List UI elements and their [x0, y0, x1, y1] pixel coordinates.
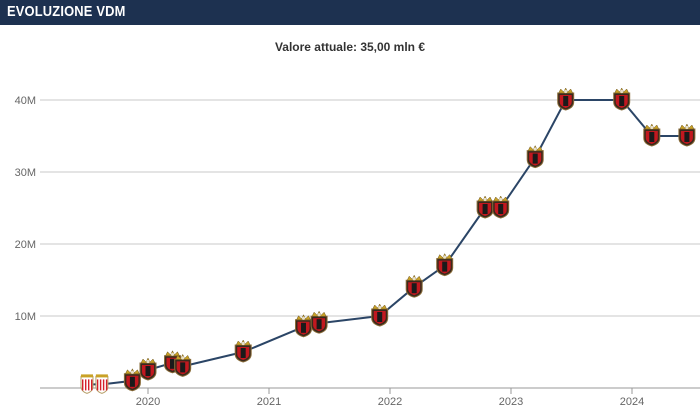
y-tick-label: 30M: [15, 167, 36, 179]
data-point-nice-crest-icon[interactable]: [643, 123, 661, 147]
data-point-nice-crest-icon[interactable]: [526, 145, 544, 169]
x-tick-label: 2020: [136, 396, 160, 408]
data-point-nice-crest-icon[interactable]: [405, 274, 423, 298]
x-tick-label: 2023: [499, 396, 523, 408]
data-point-nice-crest-icon[interactable]: [492, 195, 510, 219]
data-point-nice-crest-icon[interactable]: [174, 353, 192, 377]
data-point-nice-crest-icon[interactable]: [295, 314, 312, 338]
section-title: EVOLUZIONE VDM: [7, 3, 126, 20]
data-point-nice-crest-icon[interactable]: [476, 195, 494, 219]
data-point-nice-crest-icon[interactable]: [371, 303, 389, 327]
current-market-value: Valore attuale: 35,00 mln €: [274, 40, 426, 54]
data-point-nice-crest-icon[interactable]: [310, 310, 328, 334]
data-point-nice-crest-icon[interactable]: [678, 123, 696, 147]
data-point-nice-crest-icon[interactable]: [234, 339, 252, 363]
y-tick-label: 40M: [15, 95, 36, 107]
section-header: EVOLUZIONE VDM: [0, 0, 700, 25]
x-tick-label: 2022: [378, 396, 402, 408]
data-point-monaco-crest-icon[interactable]: [80, 374, 94, 394]
series-line: [87, 99, 687, 386]
y-tick-label: 10M: [15, 311, 36, 323]
data-point-nice-crest-icon[interactable]: [436, 253, 454, 277]
y-tick-label: 20M: [15, 239, 36, 251]
x-tick-label: 2021: [257, 396, 281, 408]
data-point-nice-crest-icon[interactable]: [123, 368, 141, 392]
data-point-nice-crest-icon[interactable]: [613, 87, 631, 111]
data-point-nice-crest-icon[interactable]: [139, 357, 157, 381]
data-point-nice-crest-icon[interactable]: [557, 87, 575, 111]
data-point-monaco-crest-icon[interactable]: [95, 374, 109, 394]
x-tick-label: 2024: [620, 396, 644, 408]
